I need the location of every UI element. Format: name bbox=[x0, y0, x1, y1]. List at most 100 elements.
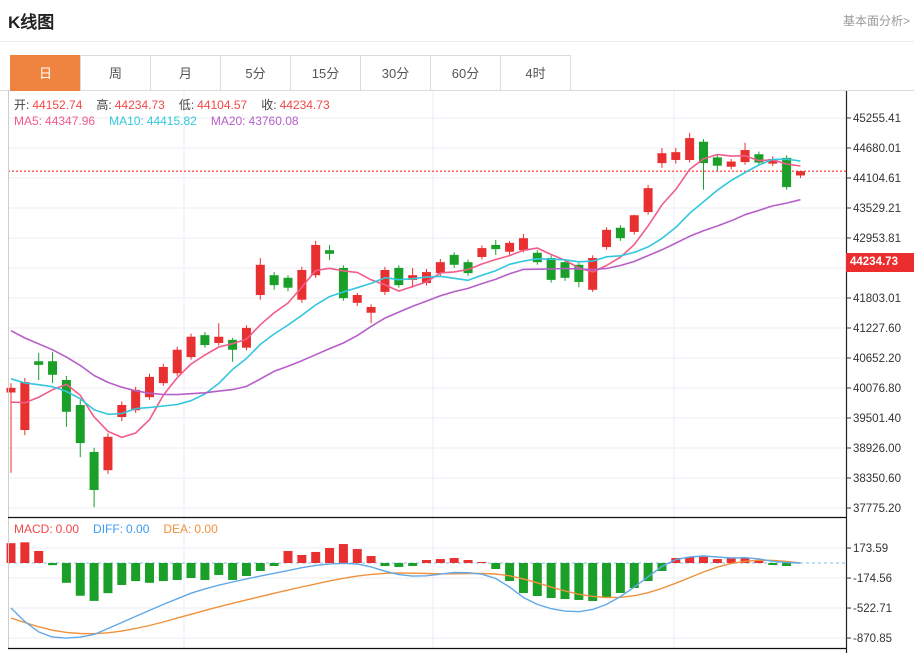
ma5-line bbox=[10, 153, 801, 439]
candle-body-up bbox=[505, 242, 515, 252]
last-price-tag: 44234.73 bbox=[846, 253, 914, 272]
candle-body-up bbox=[602, 229, 612, 248]
candle-body-up bbox=[117, 405, 127, 418]
candle-body-down bbox=[89, 451, 99, 491]
candle-body-up bbox=[657, 153, 667, 164]
candle-body-down bbox=[48, 361, 58, 375]
axis-label: 40076.80 bbox=[853, 383, 901, 395]
tab-15min[interactable]: 15分 bbox=[290, 55, 361, 91]
candle-body-up bbox=[671, 152, 681, 160]
macd-hist-bar bbox=[283, 551, 293, 563]
interval-tabbar: 日 周 月 5分 15分 30分 60分 4时 bbox=[0, 55, 914, 91]
axis-label: 42953.81 bbox=[853, 233, 901, 245]
macd-hist-bar bbox=[712, 559, 722, 563]
macd-hist-bar bbox=[643, 563, 653, 582]
diff-line bbox=[10, 555, 801, 639]
axis-label: 38926.00 bbox=[853, 443, 901, 455]
axis-label: 173.59 bbox=[853, 543, 888, 555]
macd-hist-bar bbox=[449, 558, 459, 563]
macd-hist-bar bbox=[255, 563, 265, 572]
candle-body-up bbox=[435, 262, 445, 274]
candle-body-up bbox=[214, 336, 224, 343]
kline-chart-canvas[interactable]: 45255.41 44680.01 44104.61 43529.21 42953.81… bbox=[0, 91, 914, 653]
macd-hist-bar bbox=[172, 563, 182, 580]
candle-body-up bbox=[186, 336, 196, 358]
macd-hist-bar bbox=[48, 563, 58, 566]
macd-hist-bar bbox=[131, 563, 141, 582]
tab-day[interactable]: 日 bbox=[10, 55, 81, 91]
macd-hist-bar bbox=[422, 559, 431, 563]
axis-label: 40652.20 bbox=[853, 353, 901, 365]
macd-hist-bar bbox=[61, 563, 71, 583]
macd-hist-bar bbox=[103, 563, 113, 594]
candle-body-up bbox=[408, 275, 418, 280]
macd-hist-bar bbox=[435, 559, 445, 563]
tab-30min[interactable]: 30分 bbox=[360, 55, 431, 91]
candle-body-up bbox=[768, 158, 778, 164]
macd-hist-bar bbox=[338, 544, 348, 563]
candle-body-down bbox=[61, 379, 71, 412]
macd-hist-bar bbox=[75, 563, 85, 596]
candle-body-up bbox=[103, 436, 113, 471]
macd-hist-bar bbox=[20, 542, 30, 563]
candle-body-down bbox=[449, 254, 459, 265]
candle-body-down bbox=[712, 157, 722, 166]
ma10-line bbox=[10, 158, 801, 416]
candle-body-up bbox=[145, 376, 154, 398]
axis-label: -870.85 bbox=[853, 633, 892, 645]
macd-hist-bar bbox=[366, 556, 376, 563]
macd-hist-bar bbox=[200, 563, 210, 580]
macd-hist-bar bbox=[505, 563, 515, 582]
candle-body-up bbox=[311, 244, 321, 276]
macd-hist-bar bbox=[546, 563, 556, 598]
macd-hist-bar bbox=[117, 563, 127, 585]
candle-body-up bbox=[366, 307, 376, 313]
macd-hist-bar bbox=[560, 563, 570, 600]
macd-hist-bar bbox=[463, 559, 473, 563]
macd-hist-bar bbox=[782, 563, 792, 567]
macd-hist-bar bbox=[532, 563, 542, 597]
macd-hist-bar bbox=[685, 556, 695, 563]
candle-body-up bbox=[643, 188, 653, 213]
dea-line bbox=[10, 559, 801, 635]
candle-body-up bbox=[20, 382, 30, 431]
macd-hist-bar bbox=[269, 563, 279, 567]
candle-body-up bbox=[352, 295, 362, 303]
candle-body-down bbox=[283, 277, 293, 288]
axis-label: 44680.01 bbox=[853, 143, 901, 155]
tab-4hour[interactable]: 4时 bbox=[500, 55, 571, 91]
kline-chart[interactable]: 45255.41 44680.01 44104.61 43529.21 42953.81… bbox=[0, 91, 914, 653]
tab-60min[interactable]: 60分 bbox=[430, 55, 501, 91]
axis-label: -174.56 bbox=[853, 573, 892, 585]
macd-hist-bar bbox=[228, 563, 238, 580]
macd-hist-bar bbox=[754, 561, 764, 563]
candle-body-up bbox=[172, 349, 182, 374]
macd-hist-bar bbox=[518, 563, 528, 593]
candle-body-up bbox=[518, 238, 528, 251]
ma20-line bbox=[10, 198, 801, 396]
candle-body-down bbox=[394, 267, 404, 286]
macd-hist-bar bbox=[394, 563, 404, 567]
candle-body-up bbox=[795, 171, 805, 176]
macd-hist-bar bbox=[352, 549, 362, 563]
macd-hist-bar bbox=[311, 551, 321, 563]
macd-hist-bar bbox=[145, 563, 154, 583]
macd-hist-bar bbox=[602, 563, 612, 598]
tab-month[interactable]: 月 bbox=[150, 55, 221, 91]
candle-body-up bbox=[477, 248, 487, 257]
fundamental-analysis-link[interactable]: 基本面分析> bbox=[842, 14, 910, 28]
candle-body-down bbox=[338, 267, 348, 299]
macd-hist-bar bbox=[241, 563, 251, 577]
tab-week[interactable]: 周 bbox=[80, 55, 151, 91]
macd-hist-bar bbox=[380, 563, 390, 567]
macd-hist-bar bbox=[408, 563, 418, 567]
macd-hist-bar bbox=[768, 563, 778, 565]
axis-label: -522.71 bbox=[853, 603, 892, 615]
macd-hist-bar bbox=[89, 563, 99, 601]
axis-label: 39501.40 bbox=[853, 413, 901, 425]
candle-body-down bbox=[782, 157, 792, 188]
macd-hist-bar bbox=[325, 548, 335, 563]
tab-5min[interactable]: 5分 bbox=[220, 55, 291, 91]
candle-body-down bbox=[463, 262, 473, 274]
